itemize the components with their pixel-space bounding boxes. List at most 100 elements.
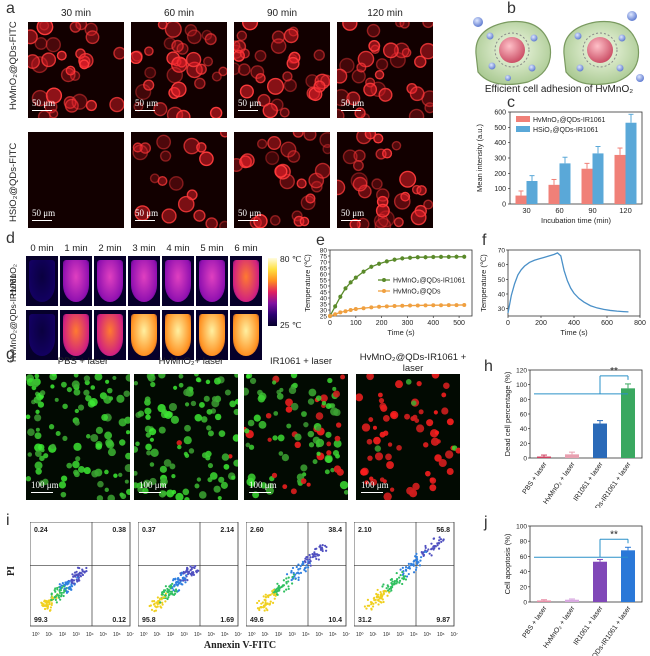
thermal-tube bbox=[29, 314, 55, 356]
cell-mark bbox=[163, 37, 177, 50]
live-cell bbox=[34, 450, 42, 457]
cell-mark bbox=[211, 71, 222, 82]
thermal-tube bbox=[233, 314, 259, 356]
cell-mark bbox=[269, 215, 281, 226]
legend-label: HvMnO₂@QDs-IR1061 bbox=[393, 278, 466, 285]
cell-mark bbox=[287, 149, 301, 163]
cell-mark bbox=[28, 54, 40, 69]
flow-event bbox=[186, 579, 189, 582]
dead-cell bbox=[404, 413, 411, 420]
flow-event bbox=[412, 563, 415, 566]
flow-event bbox=[316, 553, 319, 556]
flow-event bbox=[399, 568, 402, 571]
x-tick-label: 120 bbox=[619, 206, 632, 215]
cell-mark bbox=[349, 218, 361, 228]
cell-mark bbox=[60, 67, 76, 83]
micrograph-cells bbox=[234, 22, 330, 118]
data-point bbox=[333, 312, 338, 317]
thermal-tube bbox=[131, 260, 157, 302]
flow-event bbox=[437, 547, 441, 550]
live-cell bbox=[104, 431, 113, 440]
panel-label-d: d bbox=[6, 230, 15, 247]
flow-event bbox=[321, 544, 324, 547]
live-cell bbox=[34, 461, 43, 470]
cell-mark bbox=[139, 142, 152, 154]
flow-event bbox=[377, 603, 380, 606]
cell-mark bbox=[265, 150, 280, 166]
flow-event bbox=[159, 601, 162, 604]
cell-mark bbox=[337, 108, 345, 118]
scale-bar-line bbox=[238, 110, 258, 111]
flow-event bbox=[264, 593, 267, 596]
flow-event bbox=[49, 608, 52, 612]
cell-mark bbox=[234, 49, 245, 62]
cell-mark bbox=[170, 56, 188, 73]
cell-mark bbox=[195, 63, 207, 75]
flow-event bbox=[374, 601, 377, 604]
flow-event bbox=[169, 587, 172, 590]
live-cell bbox=[150, 374, 155, 377]
cell-mark bbox=[164, 22, 182, 38]
cell-mark bbox=[132, 142, 143, 153]
live-cell bbox=[183, 388, 191, 397]
flow-event bbox=[177, 589, 181, 592]
flow-event bbox=[153, 602, 156, 605]
live-cell bbox=[290, 374, 298, 379]
scale-bar-line bbox=[341, 110, 361, 111]
dead-cell bbox=[446, 418, 454, 426]
live-cell bbox=[178, 382, 184, 388]
time-header-d-1: 0 min bbox=[30, 243, 54, 254]
cell-mark bbox=[236, 30, 248, 42]
thermal-image-r1-c7 bbox=[230, 256, 262, 306]
legend-marker bbox=[382, 289, 386, 293]
cell-mark bbox=[374, 217, 392, 228]
flow-event bbox=[168, 593, 171, 596]
cell-mark bbox=[193, 209, 206, 222]
y-axis-label: Cell apoptosis (%) bbox=[503, 533, 512, 594]
flow-event bbox=[285, 580, 288, 584]
cell-mark bbox=[351, 69, 366, 84]
flow-event bbox=[440, 540, 443, 543]
y-tick-label: 100 bbox=[516, 524, 527, 531]
live-cell bbox=[40, 448, 45, 453]
live-cell bbox=[103, 395, 112, 404]
flow-event bbox=[380, 601, 383, 604]
live-cell bbox=[134, 470, 138, 476]
cell-mark bbox=[156, 134, 172, 150]
x-axis-tick: 10⁴ bbox=[410, 632, 418, 638]
live-cell bbox=[207, 430, 214, 437]
live-cell bbox=[257, 394, 266, 403]
flow-event bbox=[424, 544, 427, 548]
live-cell bbox=[90, 434, 99, 442]
dead-cell bbox=[336, 468, 344, 476]
dead-cell bbox=[418, 409, 424, 415]
x-axis-tick: 10⁰ bbox=[356, 632, 364, 638]
live-cell bbox=[223, 463, 230, 470]
data-point bbox=[408, 303, 413, 308]
cell-mark bbox=[391, 140, 402, 151]
flow-event bbox=[151, 600, 154, 603]
cell-mark bbox=[168, 176, 184, 191]
dead-cell bbox=[315, 412, 324, 420]
flow-event bbox=[77, 576, 80, 579]
live-cell bbox=[267, 482, 274, 490]
flow-event bbox=[60, 591, 63, 595]
y-tick-label: 80 bbox=[520, 397, 528, 404]
live-cell bbox=[247, 419, 255, 427]
quadrant-ur: 38.4 bbox=[328, 527, 342, 534]
flow-event bbox=[374, 598, 377, 602]
dead-cell bbox=[340, 374, 346, 380]
flow-event bbox=[401, 566, 404, 569]
cell-mark bbox=[143, 79, 155, 91]
flow-event bbox=[385, 587, 388, 590]
flow-event bbox=[281, 585, 284, 588]
flow-event bbox=[371, 605, 375, 608]
live-cell bbox=[190, 400, 197, 407]
dead-cell bbox=[433, 410, 438, 415]
y-tick-label: 50 bbox=[320, 284, 328, 291]
flow-event bbox=[386, 594, 389, 597]
thermal-tube bbox=[131, 314, 157, 356]
flow-event bbox=[46, 606, 49, 610]
chart-f-cooling-curve: 0 200 400 600 800 30 40 50 60 70 Time (s) Temperatu… bbox=[479, 248, 646, 338]
cell-mark bbox=[255, 72, 266, 84]
